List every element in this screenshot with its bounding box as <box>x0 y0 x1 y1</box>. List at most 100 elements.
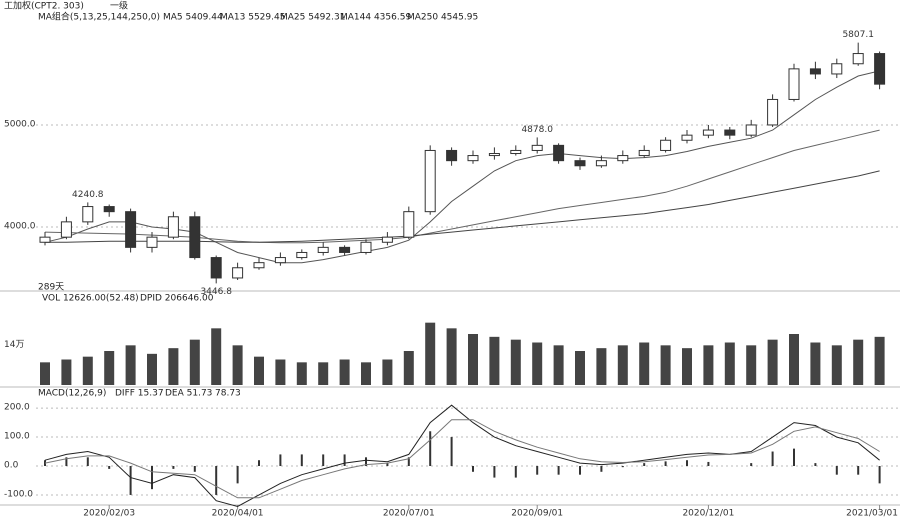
macd-bar <box>514 466 517 478</box>
volume-bar <box>446 328 457 385</box>
macd-bar <box>771 451 774 466</box>
macd-bar <box>857 466 860 475</box>
macd-bar <box>835 466 838 475</box>
candle-body <box>232 267 244 279</box>
volume-bar <box>767 339 778 385</box>
candle-body <box>595 160 607 167</box>
candle-body <box>831 63 843 75</box>
volume-bar <box>40 362 50 385</box>
macd-bar <box>707 461 710 466</box>
candle-body <box>638 149 650 157</box>
volume-bar <box>296 362 307 385</box>
macd-bar <box>108 466 111 469</box>
y-tick-label: 100.0 <box>4 432 30 442</box>
volume-bar <box>703 345 714 385</box>
ma-line <box>44 70 880 264</box>
volume-bar <box>682 348 692 385</box>
macd-bar <box>793 448 795 466</box>
macd-bar <box>643 463 646 466</box>
volume-bar <box>382 359 393 385</box>
x-tick-label: 2020/12/01 <box>682 509 734 519</box>
y-tick-label: 200.0 <box>4 403 30 413</box>
macd-bar <box>493 466 496 478</box>
candle-body <box>296 251 308 259</box>
candle-body <box>253 262 265 269</box>
macd-bar <box>750 463 753 466</box>
volume-bar <box>532 342 543 385</box>
macd-bar <box>472 466 474 472</box>
volume-bar <box>339 359 350 385</box>
candle-body <box>852 53 864 65</box>
volume-bar <box>810 342 821 385</box>
macd-bar <box>343 454 346 466</box>
volume-bar <box>660 345 671 385</box>
candle-body <box>553 144 565 162</box>
candle-body <box>767 98 779 126</box>
macd-bar <box>65 457 68 466</box>
candle-body <box>488 153 500 157</box>
vol-subtitle: DPID 206646.00 <box>140 294 214 304</box>
macd-bar <box>300 454 303 466</box>
volume-bar <box>403 351 414 385</box>
candle-body <box>403 211 415 238</box>
macd-bar <box>86 457 89 466</box>
candle-body <box>274 257 286 264</box>
macd-bar <box>814 463 817 466</box>
y-tick-label: 14万 <box>4 340 24 350</box>
y-tick-label: 0.0 <box>4 461 19 471</box>
annotation: 4878.0 <box>521 125 553 135</box>
annotation: 5807.1 <box>842 30 874 40</box>
volume-bar <box>724 342 735 385</box>
candle-body <box>874 53 886 85</box>
candle-body <box>424 149 436 213</box>
ma-item: MA25 5492.31 <box>280 13 345 23</box>
macd-legend: DEA 51.73 <box>165 389 212 399</box>
x-tick-label: 2020/04/01 <box>212 509 264 519</box>
ma-item: MA13 5529.45 <box>220 13 285 23</box>
volume-bar <box>639 342 650 385</box>
candle-body <box>446 149 458 162</box>
volume-bar <box>575 351 585 385</box>
volume-bar <box>318 362 329 385</box>
candle-body <box>103 206 115 213</box>
candle-body <box>809 68 821 75</box>
macd-bar <box>664 461 667 466</box>
symbol: 工加权(CPT2. 303) <box>4 0 84 12</box>
macd-bar <box>215 466 218 495</box>
candle-body <box>724 129 736 136</box>
volume-bar <box>125 345 136 385</box>
macd-bar <box>151 466 153 490</box>
candle-body <box>510 149 522 155</box>
macd-bar <box>407 457 410 466</box>
macd-bar <box>44 460 46 466</box>
period: 一级 <box>110 0 128 12</box>
macd-legend: 78.73 <box>215 389 241 399</box>
volume-bar <box>211 328 222 385</box>
volume-bar <box>617 345 628 385</box>
volume-bar <box>361 362 371 385</box>
candle-body <box>82 206 94 223</box>
candle-body <box>146 236 158 248</box>
candle-body <box>339 246 351 253</box>
macd-bar <box>536 466 539 475</box>
volume-bar <box>553 345 564 385</box>
candle-body <box>467 155 479 162</box>
macd-bar <box>386 463 389 466</box>
volume-bar <box>232 345 243 385</box>
candle-body <box>745 124 757 136</box>
candle-body <box>660 139 672 151</box>
annotation: 4240.8 <box>72 190 104 200</box>
ma-line <box>44 129 880 244</box>
macd-bar <box>686 460 688 466</box>
macd-legend: DIFF 15.37 <box>115 389 164 399</box>
macd-bar <box>279 454 282 466</box>
candle-body <box>788 68 800 100</box>
y-tick-label: 4000.0 <box>4 221 36 231</box>
macd-bar <box>621 466 624 468</box>
volume-bar <box>189 339 200 385</box>
macd-bar <box>557 466 560 475</box>
volume-bar <box>510 339 521 385</box>
macd-bar <box>172 466 175 469</box>
macd-bar <box>236 466 239 484</box>
